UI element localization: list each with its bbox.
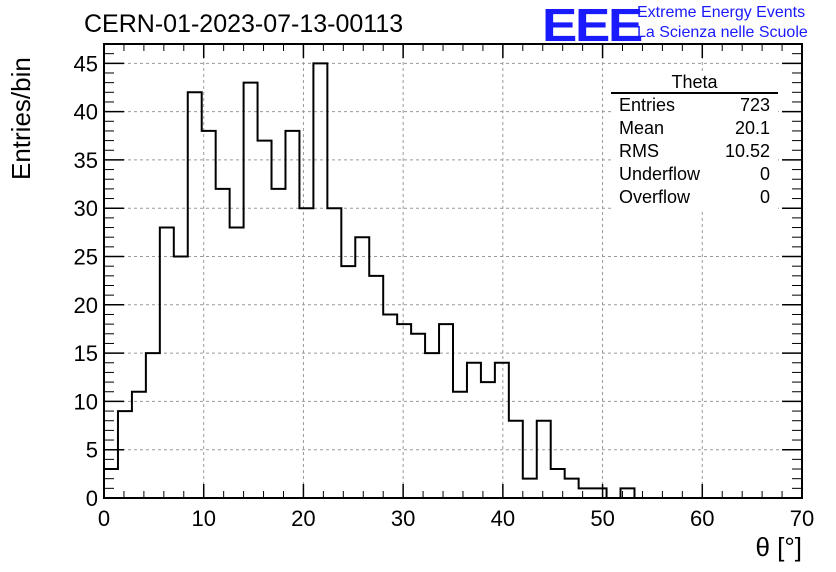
y-tick-label: 5 — [86, 438, 98, 463]
histogram-bin — [118, 411, 132, 498]
histogram-bin — [425, 353, 439, 498]
x-tick-label: 50 — [590, 506, 614, 531]
stats-label: Underflow — [619, 164, 701, 184]
histogram-bin — [285, 131, 299, 498]
y-tick-label: 15 — [74, 341, 98, 366]
stats-title: Theta — [611, 72, 778, 94]
y-tick-label: 20 — [74, 293, 98, 318]
histogram-bin — [509, 421, 523, 498]
histogram-bin — [495, 363, 509, 498]
logo-tagline-2: La Scienza nelle Scuole — [637, 24, 808, 41]
stats-value: 0 — [759, 164, 770, 184]
histogram-bin — [383, 314, 397, 498]
histogram-bin — [146, 353, 160, 498]
histogram-bin — [453, 392, 467, 498]
histogram-bin — [160, 228, 174, 498]
histogram-bin — [258, 141, 272, 498]
plot-frame — [103, 43, 803, 499]
x-tick-label: 60 — [690, 506, 714, 531]
histogram-series — [103, 62, 802, 499]
stats-value: 0 — [759, 187, 770, 207]
eee-logo: EEE — [542, 0, 643, 51]
y-tick-label: 30 — [74, 196, 98, 221]
histogram-bin — [188, 92, 202, 498]
histogram-bin — [244, 83, 258, 498]
histogram-bin — [216, 189, 230, 498]
histogram-bin — [537, 421, 551, 498]
stats-value: 723 — [739, 95, 770, 115]
stats-label: RMS — [619, 141, 659, 161]
y-tick-label: 25 — [74, 245, 98, 270]
histogram-bin — [174, 257, 188, 498]
histogram-bin — [579, 488, 593, 498]
logo-tagline-1: Extreme Energy Events — [637, 4, 806, 21]
x-tick-label: 40 — [491, 506, 515, 531]
stats-row-overflow: Overflow 0 — [611, 186, 778, 209]
stats-label: Mean — [619, 118, 665, 138]
histogram-bin — [411, 334, 425, 498]
x-tick-label: 20 — [291, 506, 315, 531]
histogram-bin — [355, 237, 369, 498]
histogram-bin — [593, 488, 607, 498]
stats-row-entries: Entries 723 — [611, 94, 778, 117]
y-tick-label: 45 — [74, 51, 98, 76]
stats-label: Entries — [619, 95, 676, 115]
stats-value: 20.1 — [734, 118, 770, 138]
histogram-bin — [272, 189, 286, 498]
histogram-bin — [397, 324, 411, 498]
x-tick-label: 10 — [191, 506, 215, 531]
stats-value: 10.52 — [724, 141, 770, 161]
histogram-bin — [565, 479, 579, 498]
x-tick-label: 70 — [790, 506, 814, 531]
histogram-bin — [132, 392, 146, 498]
x-axis-label: θ [°] — [755, 532, 802, 562]
y-tick-label: 0 — [86, 486, 98, 511]
histogram-bin — [104, 469, 118, 498]
stats-box: Theta Entries 723 Mean 20.1 RMS 10.52 Un… — [611, 72, 778, 209]
histogram-bin — [467, 363, 481, 498]
histogram-bin — [481, 382, 495, 498]
stats-label: Overflow — [619, 187, 691, 207]
y-tick-label: 40 — [74, 100, 98, 125]
histogram-bin — [230, 228, 244, 498]
histogram-bin — [439, 324, 453, 498]
stats-row-mean: Mean 20.1 — [611, 117, 778, 140]
stats-row-underflow: Underflow 0 — [611, 163, 778, 186]
x-tick-label: 30 — [391, 506, 415, 531]
x-tick-label: 0 — [98, 506, 110, 531]
y-tick-label: 35 — [74, 148, 98, 173]
stats-row-rms: RMS 10.52 — [611, 140, 778, 163]
y-tick-label: 10 — [74, 389, 98, 414]
histogram-bin — [523, 479, 537, 498]
chart-title: CERN-01-2023-07-13-00113 — [84, 10, 404, 38]
histogram-bin — [299, 208, 313, 498]
histogram-bin — [369, 276, 383, 498]
histogram-bin — [341, 266, 355, 498]
histogram-bin — [313, 63, 327, 498]
